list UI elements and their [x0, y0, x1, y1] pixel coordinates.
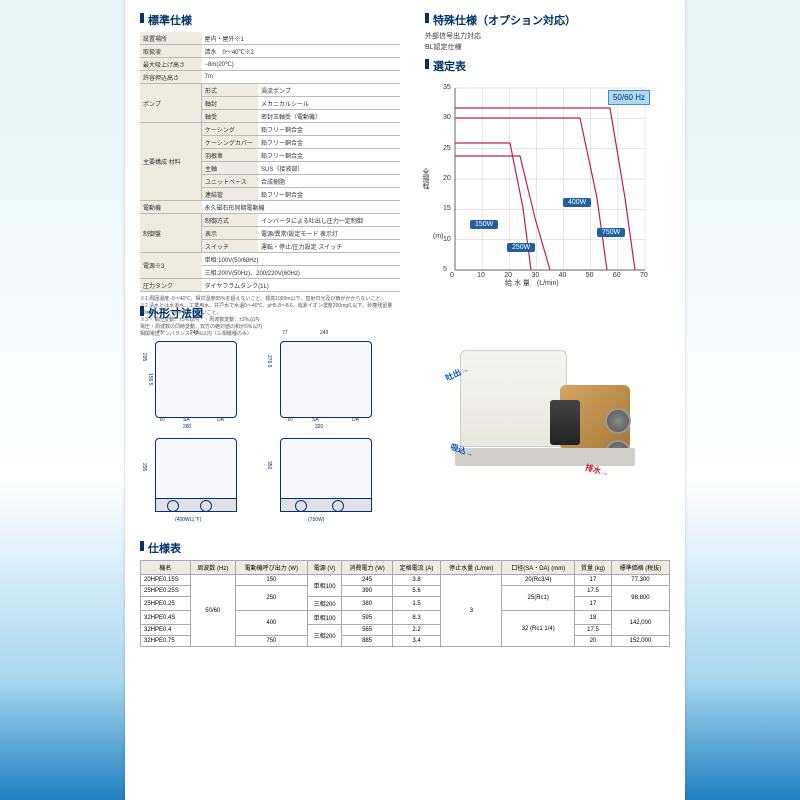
heading-std-spec: 標準仕様 [140, 12, 400, 28]
hz-badge: 50/60 Hz [608, 90, 650, 105]
selection-chart: 50/60 Hz 全揚程 (m) 給 水 量 (L/min) 510152025… [425, 78, 655, 278]
heading-special-spec: 特殊仕様（オプション対応） [425, 12, 576, 28]
spec-table: 機名周波数 (Hz)電動機呼び出力 (W)電源 (V)消費電力 (W)定格電流 … [140, 560, 670, 647]
heading-selection: 選定表 [425, 58, 655, 74]
heading-spectable: 仕様表 [140, 540, 670, 556]
std-spec-table: 設置場所屋内・屋外※1 取扱液清水 0～40℃※2 最大吸上げ高さ−8m(20℃… [140, 32, 400, 292]
pump-photo: 吐出→ 吸込→ 排水→ [445, 350, 645, 490]
heading-dimensions: 外形寸法図 [140, 305, 420, 321]
